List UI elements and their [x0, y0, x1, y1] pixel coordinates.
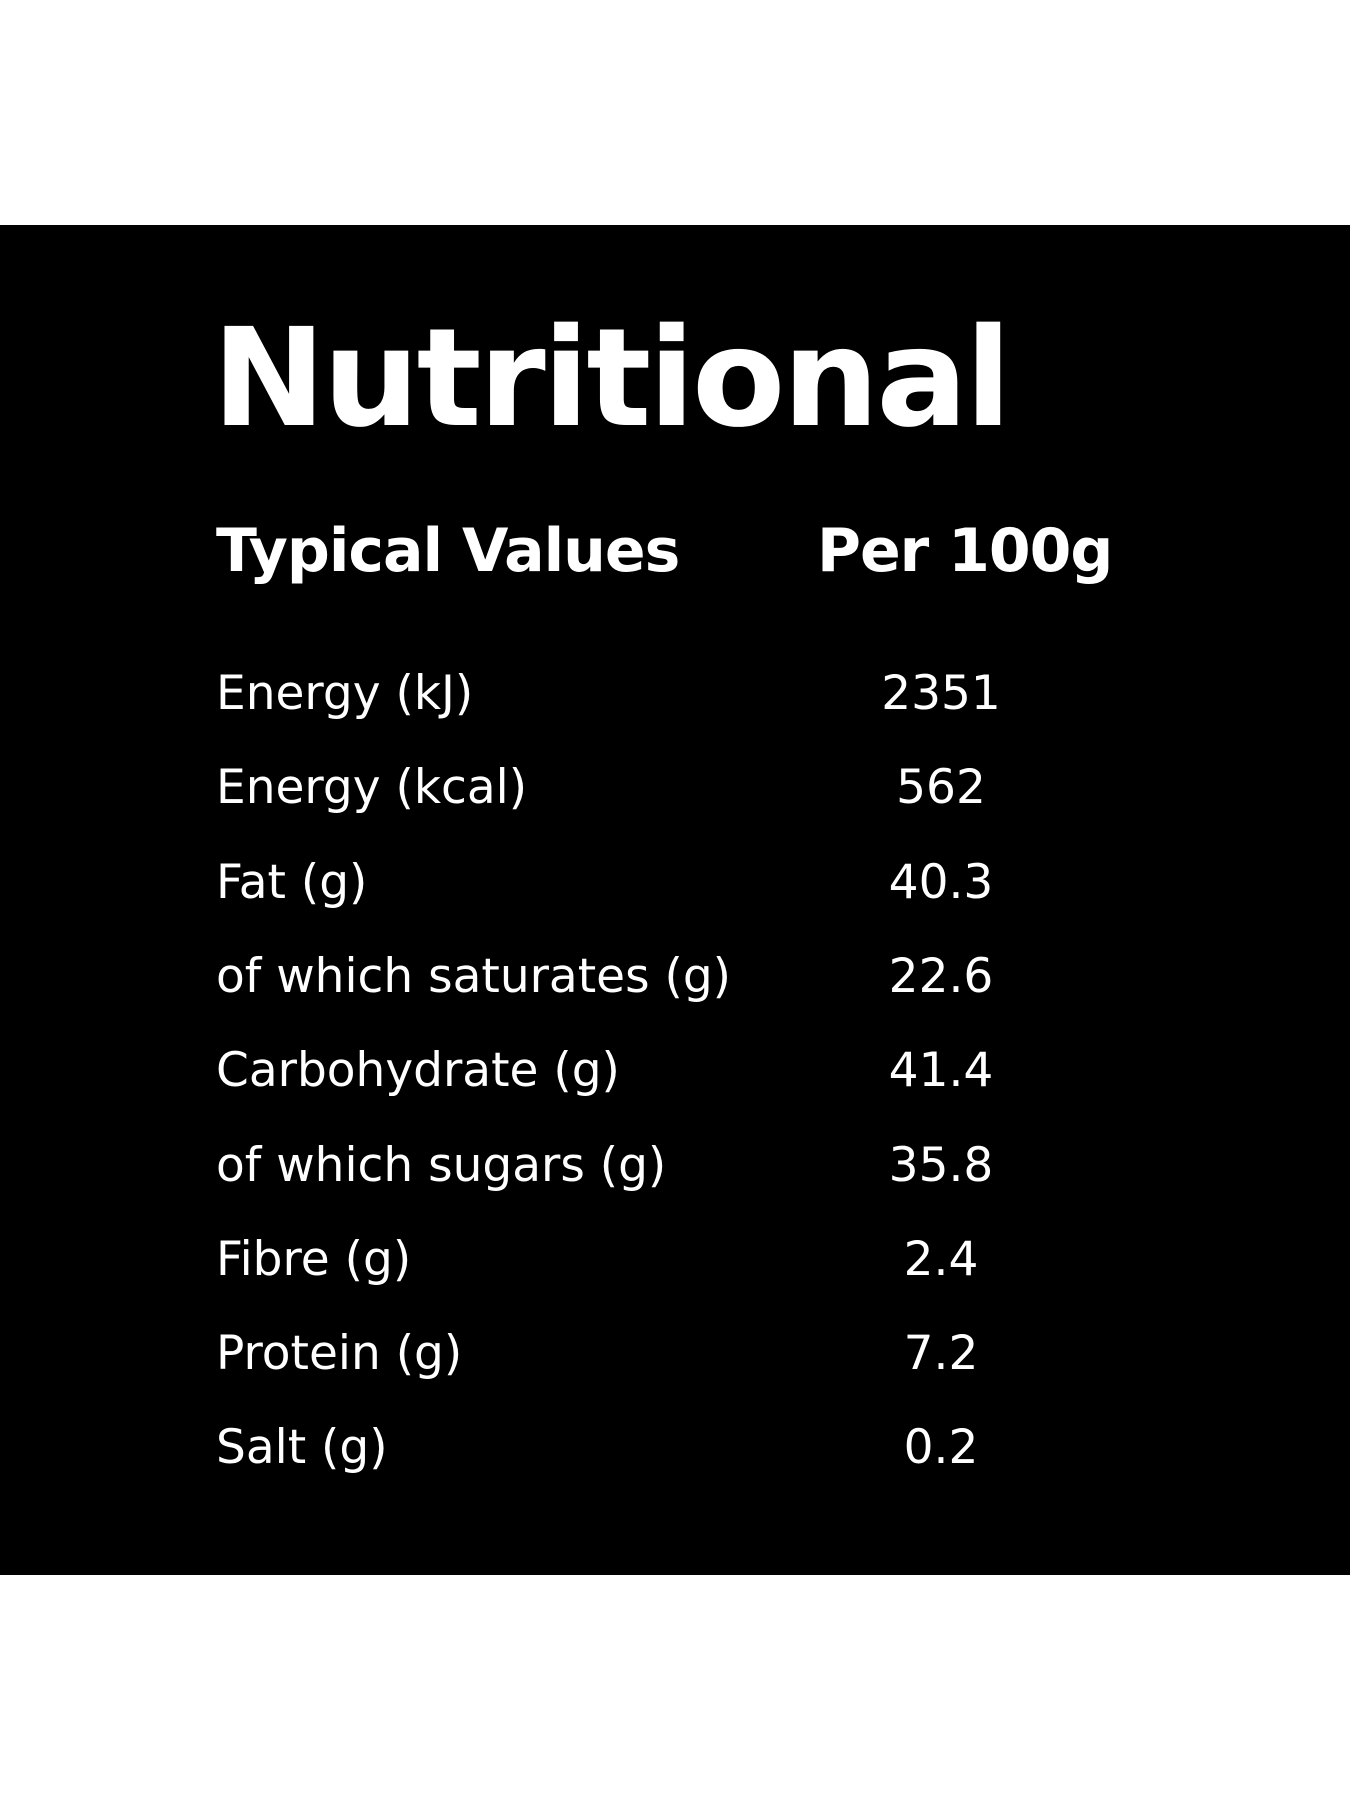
row-value: 2351 — [881, 666, 1001, 721]
row-label: of which saturates (g) — [216, 948, 732, 1004]
column-header: Typical Values — [216, 516, 680, 586]
row-value: 41.4 — [888, 1043, 994, 1099]
row-label: Energy (kJ) — [216, 666, 474, 721]
row-value: 0.2 — [903, 1420, 979, 1476]
row-label: of which sugars (g) — [216, 1137, 667, 1193]
row-value: 7.2 — [903, 1326, 979, 1382]
row-value: 562 — [896, 760, 986, 816]
row-label: Protein (g) — [216, 1326, 463, 1382]
row-value: 40.3 — [888, 854, 994, 910]
title: Nutritional — [212, 300, 1012, 458]
nutrition-panel: Nutritional Typical Values Per 100g Ener… — [0, 225, 1350, 1575]
row-label: Fibre (g) — [216, 1231, 412, 1287]
row-label: Carbohydrate (g) — [216, 1043, 620, 1099]
row-label: Energy (kcal) — [216, 760, 528, 816]
row-value: 35.8 — [888, 1137, 994, 1193]
row-value: 22.6 — [888, 948, 994, 1004]
column-header: Per 100g — [817, 516, 1113, 586]
row-label: Salt (g) — [216, 1420, 388, 1476]
row-value: 2.4 — [903, 1231, 979, 1287]
row-label: Fat (g) — [216, 854, 368, 910]
